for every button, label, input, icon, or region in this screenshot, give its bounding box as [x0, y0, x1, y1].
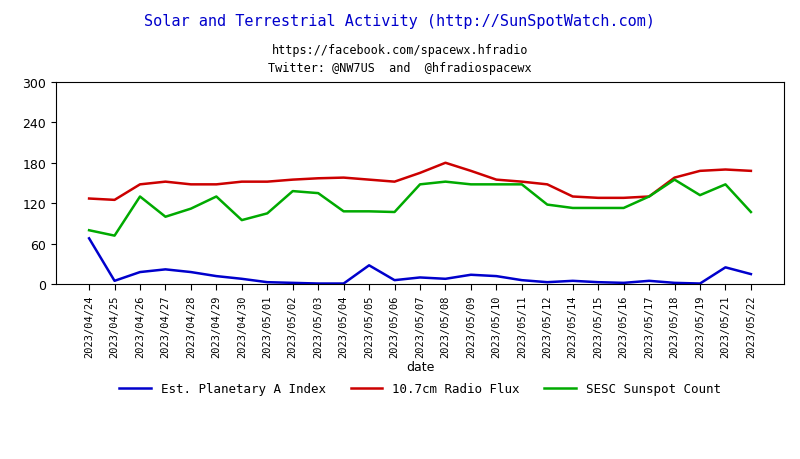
- Line: 10.7cm Radio Flux: 10.7cm Radio Flux: [89, 163, 751, 201]
- Line: SESC Sunspot Count: SESC Sunspot Count: [89, 180, 751, 236]
- SESC Sunspot Count: [364, 209, 374, 215]
- 10.7cm Radio Flux: [110, 198, 119, 203]
- 10.7cm Radio Flux: [390, 179, 399, 185]
- Line: Est. Planetary A Index: Est. Planetary A Index: [89, 239, 751, 284]
- 10.7cm Radio Flux: [721, 168, 730, 173]
- Est. Planetary A Index: [441, 276, 450, 282]
- Est. Planetary A Index: [695, 281, 705, 287]
- 10.7cm Radio Flux: [568, 194, 578, 200]
- 10.7cm Radio Flux: [491, 178, 501, 183]
- Est. Planetary A Index: [339, 281, 349, 287]
- 10.7cm Radio Flux: [670, 175, 679, 181]
- 10.7cm Radio Flux: [288, 178, 298, 183]
- Est. Planetary A Index: [364, 263, 374, 269]
- SESC Sunspot Count: [186, 207, 196, 212]
- SESC Sunspot Count: [441, 179, 450, 185]
- 10.7cm Radio Flux: [441, 161, 450, 166]
- Text: Twitter: @NW7US  and  @hfradiospacewx: Twitter: @NW7US and @hfradiospacewx: [268, 62, 532, 75]
- Est. Planetary A Index: [288, 280, 298, 286]
- SESC Sunspot Count: [110, 233, 119, 239]
- Est. Planetary A Index: [110, 279, 119, 284]
- SESC Sunspot Count: [517, 182, 526, 188]
- Est. Planetary A Index: [491, 274, 501, 279]
- SESC Sunspot Count: [746, 210, 756, 215]
- 10.7cm Radio Flux: [211, 182, 221, 188]
- SESC Sunspot Count: [466, 182, 476, 188]
- Est. Planetary A Index: [644, 279, 654, 284]
- SESC Sunspot Count: [161, 214, 170, 220]
- 10.7cm Radio Flux: [619, 196, 629, 201]
- Est. Planetary A Index: [670, 280, 679, 286]
- SESC Sunspot Count: [542, 202, 552, 208]
- Est. Planetary A Index: [415, 275, 425, 280]
- 10.7cm Radio Flux: [262, 179, 272, 185]
- 10.7cm Radio Flux: [314, 176, 323, 182]
- 10.7cm Radio Flux: [517, 179, 526, 185]
- SESC Sunspot Count: [339, 209, 349, 215]
- Est. Planetary A Index: [84, 236, 94, 241]
- 10.7cm Radio Flux: [594, 196, 603, 201]
- 10.7cm Radio Flux: [161, 179, 170, 185]
- Legend: Est. Planetary A Index, 10.7cm Radio Flux, SESC Sunspot Count: Est. Planetary A Index, 10.7cm Radio Flu…: [119, 382, 721, 396]
- SESC Sunspot Count: [644, 194, 654, 200]
- Est. Planetary A Index: [314, 281, 323, 287]
- Est. Planetary A Index: [161, 267, 170, 273]
- Est. Planetary A Index: [721, 265, 730, 270]
- Est. Planetary A Index: [594, 280, 603, 285]
- SESC Sunspot Count: [262, 211, 272, 217]
- SESC Sunspot Count: [619, 206, 629, 211]
- SESC Sunspot Count: [135, 194, 145, 200]
- SESC Sunspot Count: [390, 210, 399, 215]
- 10.7cm Radio Flux: [644, 194, 654, 200]
- SESC Sunspot Count: [211, 194, 221, 200]
- SESC Sunspot Count: [568, 206, 578, 211]
- 10.7cm Radio Flux: [695, 169, 705, 174]
- 10.7cm Radio Flux: [466, 169, 476, 174]
- SESC Sunspot Count: [84, 228, 94, 234]
- 10.7cm Radio Flux: [746, 169, 756, 174]
- 10.7cm Radio Flux: [84, 196, 94, 202]
- SESC Sunspot Count: [415, 182, 425, 188]
- 10.7cm Radio Flux: [339, 175, 349, 181]
- X-axis label: date: date: [406, 360, 434, 373]
- SESC Sunspot Count: [237, 218, 246, 224]
- 10.7cm Radio Flux: [415, 171, 425, 176]
- 10.7cm Radio Flux: [237, 179, 246, 185]
- Est. Planetary A Index: [466, 272, 476, 278]
- Est. Planetary A Index: [135, 270, 145, 275]
- Est. Planetary A Index: [568, 279, 578, 284]
- 10.7cm Radio Flux: [135, 182, 145, 188]
- Est. Planetary A Index: [211, 274, 221, 279]
- Est. Planetary A Index: [517, 278, 526, 283]
- SESC Sunspot Count: [670, 178, 679, 183]
- SESC Sunspot Count: [314, 191, 323, 196]
- Est. Planetary A Index: [746, 272, 756, 277]
- Est. Planetary A Index: [237, 276, 246, 282]
- SESC Sunspot Count: [491, 182, 501, 188]
- SESC Sunspot Count: [695, 193, 705, 198]
- 10.7cm Radio Flux: [542, 182, 552, 188]
- SESC Sunspot Count: [721, 182, 730, 188]
- SESC Sunspot Count: [288, 189, 298, 195]
- Est. Planetary A Index: [542, 280, 552, 285]
- Est. Planetary A Index: [619, 280, 629, 286]
- Est. Planetary A Index: [186, 270, 196, 275]
- Est. Planetary A Index: [262, 280, 272, 285]
- 10.7cm Radio Flux: [364, 178, 374, 183]
- Text: Solar and Terrestrial Activity (http://SunSpotWatch.com): Solar and Terrestrial Activity (http://S…: [145, 14, 655, 29]
- Est. Planetary A Index: [390, 278, 399, 283]
- SESC Sunspot Count: [594, 206, 603, 211]
- 10.7cm Radio Flux: [186, 182, 196, 188]
- Text: https://facebook.com/spacewx.hfradio: https://facebook.com/spacewx.hfradio: [272, 44, 528, 56]
